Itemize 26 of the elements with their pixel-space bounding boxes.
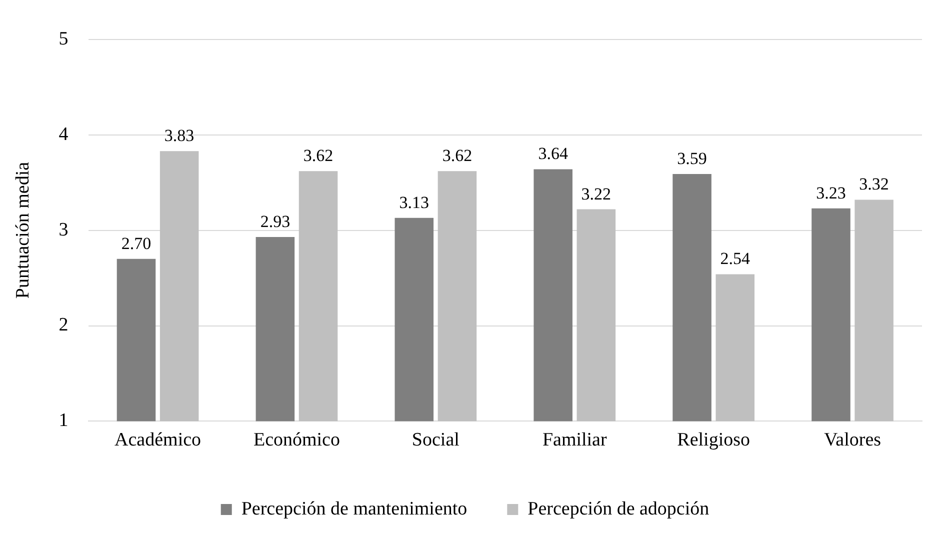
legend-label: Percepción de adopción	[528, 498, 710, 520]
legend-label: Percepción de mantenimiento	[241, 498, 468, 520]
y-tick-label: 1	[58, 410, 68, 432]
data-label: 3.59	[677, 148, 707, 168]
data-label: 2.70	[121, 234, 152, 253]
y-tick-label: 4	[58, 124, 69, 145]
x-tick-label: Económico	[253, 430, 340, 451]
data-label: 3.13	[399, 192, 430, 212]
y-tick-label: 2	[58, 314, 68, 336]
x-tick-label: Social	[412, 430, 460, 451]
data-label: 3.64	[538, 144, 568, 164]
x-tick-label: Académico	[114, 430, 202, 451]
data-label: 3.62	[442, 146, 472, 166]
data-label: 3.23	[816, 183, 846, 202]
y-axis-title: Puntuación media	[12, 161, 34, 299]
y-tick-label: 5	[58, 28, 68, 50]
data-label: 3.62	[303, 146, 334, 166]
data-label: 3.22	[581, 184, 612, 204]
x-tick-label: Religioso	[677, 430, 750, 451]
x-tick-label: Valores	[824, 430, 882, 451]
data-label: 2.93	[260, 212, 290, 231]
y-tick-label: 3	[58, 219, 68, 240]
data-label: 3.83	[164, 126, 194, 146]
data-label: 3.32	[859, 174, 889, 194]
data-label: 2.54	[720, 249, 750, 268]
x-tick-label: Familiar	[542, 430, 608, 451]
